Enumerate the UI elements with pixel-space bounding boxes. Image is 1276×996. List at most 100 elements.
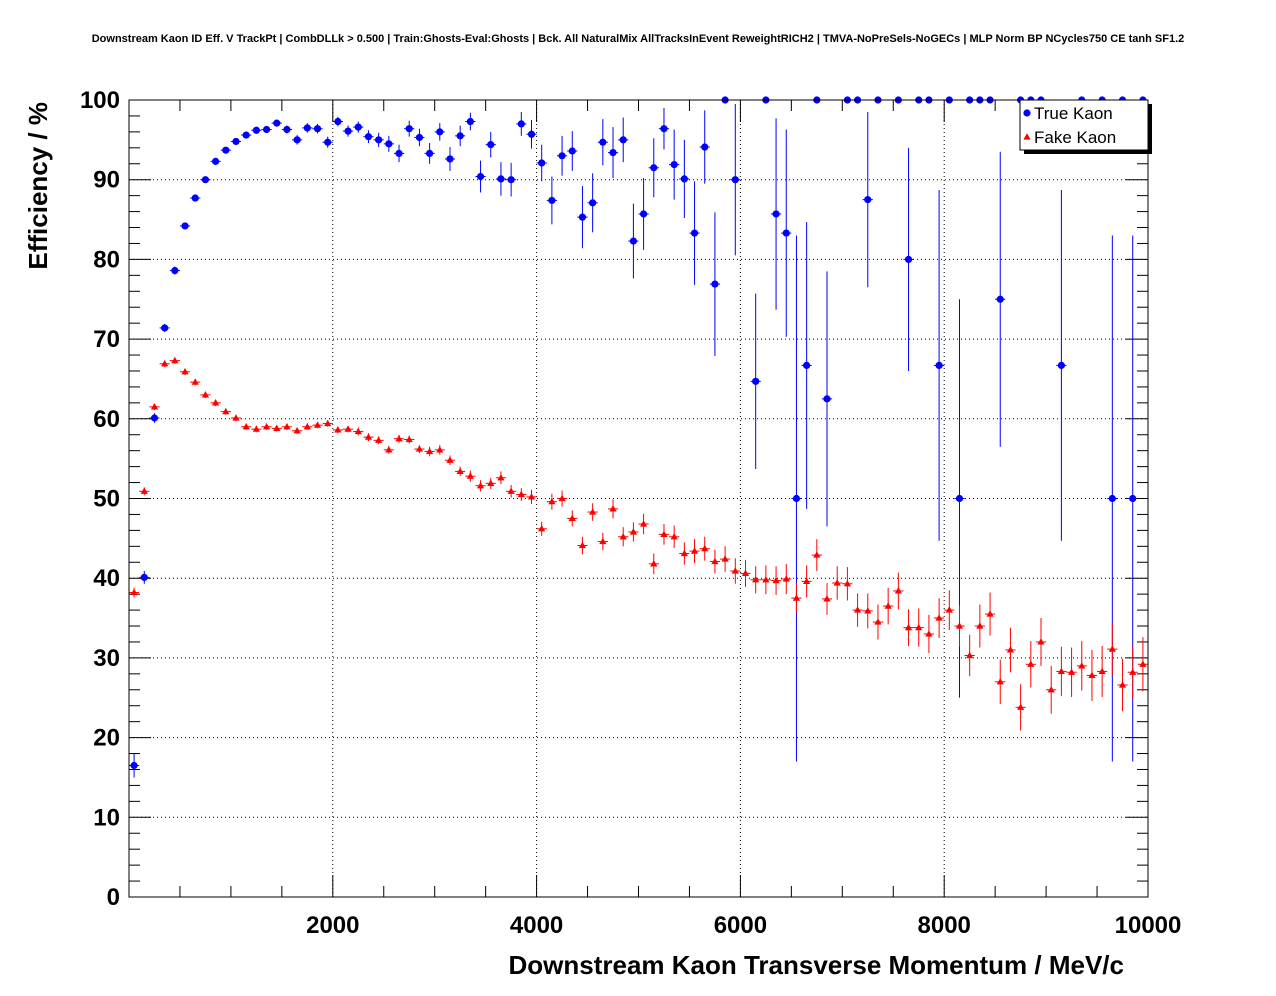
data-point [354,427,362,435]
legend-label: True Kaon [1034,104,1113,123]
data-point [925,630,933,637]
data-point [487,479,495,486]
data-point [426,447,434,455]
data-point [1027,660,1035,667]
data-point [466,117,474,126]
data-series [129,96,1148,778]
data-point [476,172,485,181]
y-tick-label: 20 [93,725,120,752]
data-point [497,175,505,183]
axes: 0 10 20 30 40 50 60 70 80 90 100 2000 4000 6000 8000 10… [80,87,1181,939]
data-point [599,537,607,545]
y-tick-label: 60 [93,406,120,433]
data-point [864,607,872,614]
data-point [242,422,250,430]
data-point [201,176,210,184]
data-point [1017,703,1025,710]
data-point [945,606,953,613]
data-point [232,137,240,146]
data-point [283,422,291,430]
data-point [415,445,424,452]
data-point [222,146,230,154]
y-tick-label: 90 [93,167,120,194]
data-point [792,594,801,601]
data-point [711,280,719,288]
data-point [324,138,332,146]
data-point [599,138,607,146]
data-point [303,124,311,132]
data-point [843,579,851,587]
data-point [222,407,230,415]
data-point [324,419,332,427]
x-tick-label: 2000 [306,912,359,939]
data-point [609,505,617,512]
data-point [130,761,138,770]
series-fake-kaon [129,356,1148,731]
data-point [262,422,271,430]
data-point [639,210,648,218]
data-point [1108,645,1116,652]
data-point [650,164,658,172]
y-tick-label: 40 [93,565,120,592]
y-tick-label: 100 [80,87,120,114]
data-point [538,524,546,532]
data-point [446,155,454,163]
data-point [548,497,556,505]
data-point [558,152,566,160]
data-point [1006,646,1015,653]
series-true-kaon [129,96,1148,778]
data-point [904,623,913,631]
data-point [976,622,984,629]
y-tick-label: 50 [93,486,120,513]
data-point [232,414,240,421]
data-point [660,530,668,537]
data-point [670,532,678,540]
x-axis-title: Downstream Kaon Transverse Momentum / Me… [508,950,1124,980]
data-point [405,435,413,443]
data-point [986,610,994,617]
data-point [864,196,872,204]
data-point [813,551,821,558]
data-point [252,425,260,432]
y-tick-label: 70 [93,326,120,353]
data-point [1118,681,1127,688]
data-point [1057,667,1065,675]
data-point [701,143,709,151]
data-point [1078,662,1086,669]
data-point [130,588,138,596]
data-point [171,266,179,275]
data-point [487,141,495,149]
data-point [966,651,974,659]
data-point [578,213,587,221]
data-point [1139,660,1147,667]
data-point [721,555,729,562]
data-point [334,426,342,433]
data-point [150,414,159,422]
data-point [140,573,148,582]
x-tick-label: 6000 [714,912,767,939]
x-tick-label: 10000 [1115,912,1182,939]
data-point [456,132,464,140]
data-point [792,494,801,503]
data-point [772,210,780,218]
data-point [741,569,750,577]
data-point [558,494,566,502]
data-point [527,130,536,138]
x-tick-label: 8000 [918,912,971,939]
data-point [853,606,862,613]
data-point [252,126,260,134]
data-point [915,623,923,631]
data-point [752,377,760,385]
data-point [212,399,220,406]
data-point [701,544,709,552]
data-point [436,128,444,136]
data-point [364,433,373,440]
data-point [1067,668,1076,675]
data-point [1088,671,1096,679]
data-point [212,157,220,165]
data-point [589,508,597,515]
data-point [690,229,699,237]
data-point [568,514,576,522]
data-point [782,575,790,582]
